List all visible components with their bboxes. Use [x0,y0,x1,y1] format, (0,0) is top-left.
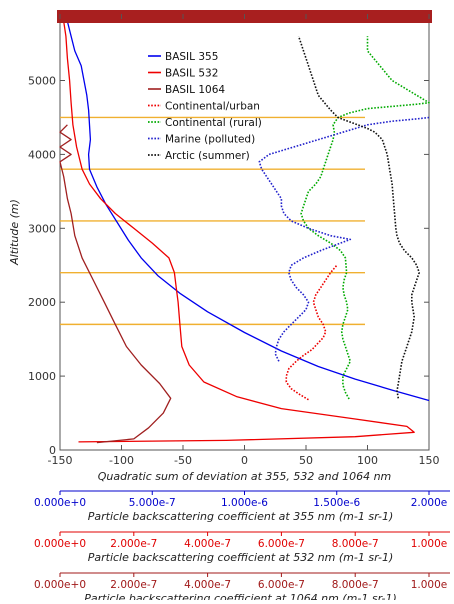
axis-532-tick-label: 1.000e [411,538,448,550]
x-tick-label: -50 [174,454,192,467]
axis-532-tick-label: 8.000e-7 [332,538,379,550]
axis-355-tick-label: 5.000e-7 [129,497,176,509]
axis-1064-tick-label: 0.000e+0 [34,579,86,591]
legend-label: BASIL 1064 [165,84,225,96]
y-axis-title: Altitude (m) [8,199,21,266]
legend-label: Marine (polluted) [165,134,255,146]
axis-1064-tick-label: 1.000e [411,579,448,591]
series-line [300,36,430,400]
axis-532-tick-label: 0.000e+0 [34,538,86,550]
altitude-marker-lines [60,116,365,326]
axis-532-title: Particle backscattering coefficient at 5… [88,551,394,564]
axis-1064-tick-label: 2.000e-7 [110,579,157,591]
axis-532-tick-label: 4.000e-7 [184,538,231,550]
legend-label: BASIL 355 [165,51,218,63]
x-tick-label: -150 [48,454,73,467]
plot-frame [59,13,430,451]
y-tick-label: 0 [49,444,56,457]
x-tick-label: 100 [357,454,378,467]
axis-355-tick-label: 1.000e-6 [221,497,268,509]
x-axis-title: Quadratic sum of deviation at 355, 532 a… [98,470,392,483]
series-line [297,35,420,399]
legend-label: BASIL 532 [165,68,218,80]
axis-1064-tick-label: 6.000e-7 [258,579,305,591]
axis-1064-title: Particle backscattering coefficient at 1… [84,592,397,600]
plot-background [59,13,430,451]
y-tick-label: 5000 [28,75,56,88]
legend-label: Continental/urban [165,101,260,113]
axis-532-tick-label: 2.000e-7 [110,538,157,550]
axis-355-tick-label: 1.500e-6 [313,497,360,509]
series-line [59,124,172,444]
x-tick-label: 50 [299,454,313,467]
axis-1064-tick-label: 8.000e-7 [332,579,379,591]
x-tick-label: -100 [109,454,134,467]
axis-1064-tick-label: 4.000e-7 [184,579,231,591]
y-tick-label: 3000 [28,222,56,235]
axis-355-tick-label: 2.000e [411,497,448,509]
legend-label: Arctic (summer) [165,150,250,162]
series-line [258,116,430,362]
series-line [63,21,415,443]
y-tick-label: 2000 [28,296,56,309]
legend-label: Continental (rural) [165,117,262,129]
axis-532-tick-label: 6.000e-7 [258,538,305,550]
x-tick-label: 0 [241,454,248,467]
y-tick-label: 4000 [28,148,56,161]
legend: BASIL 355 BASIL 532 BASIL 1064 Continental/… [148,51,262,162]
axis-355-tick-label: 0.000e+0 [34,497,86,509]
series-line [285,264,338,401]
axis-355-title: Particle backscattering coefficient at 3… [88,510,394,523]
y-tick-label: 1000 [28,370,56,383]
series-layer [59,21,430,444]
x-tick-label: 150 [419,454,440,467]
